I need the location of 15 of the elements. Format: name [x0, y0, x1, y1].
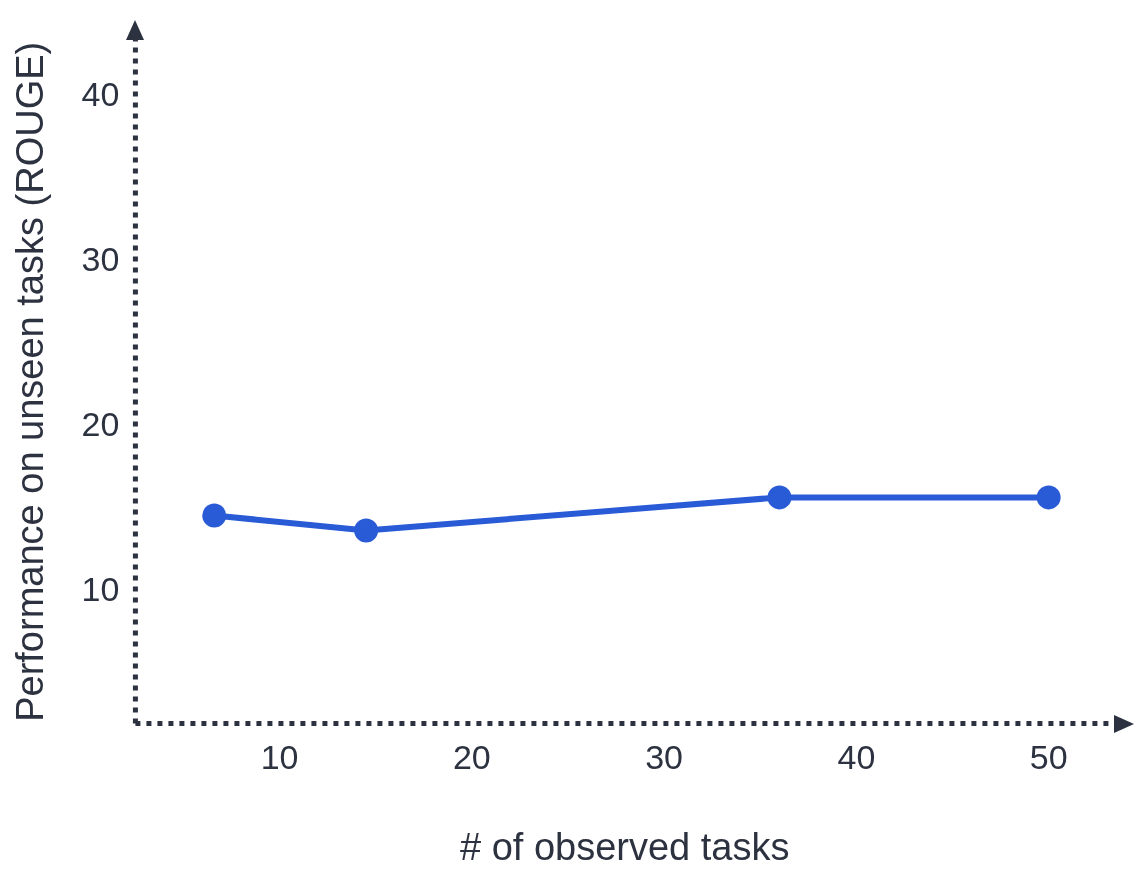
x-tick-label: 10	[260, 738, 299, 777]
y-axis-title: Performance on unseen tasks (ROUGE)	[9, 41, 52, 722]
point	[767, 485, 792, 510]
x-axis-title: # of observed tasks	[459, 825, 790, 868]
x-tick-label: 50	[1029, 738, 1068, 777]
point	[354, 518, 379, 543]
x-tick-label: 20	[452, 738, 491, 777]
y-tick-label: 20	[81, 404, 120, 443]
point	[1036, 485, 1061, 510]
y-tick-label: 30	[81, 239, 120, 278]
x-tick-label: 40	[837, 738, 876, 777]
y-tick-label: 10	[81, 569, 120, 608]
point	[202, 503, 227, 528]
x-tick-label: 30	[645, 738, 684, 777]
y-tick-label: 40	[81, 74, 120, 113]
